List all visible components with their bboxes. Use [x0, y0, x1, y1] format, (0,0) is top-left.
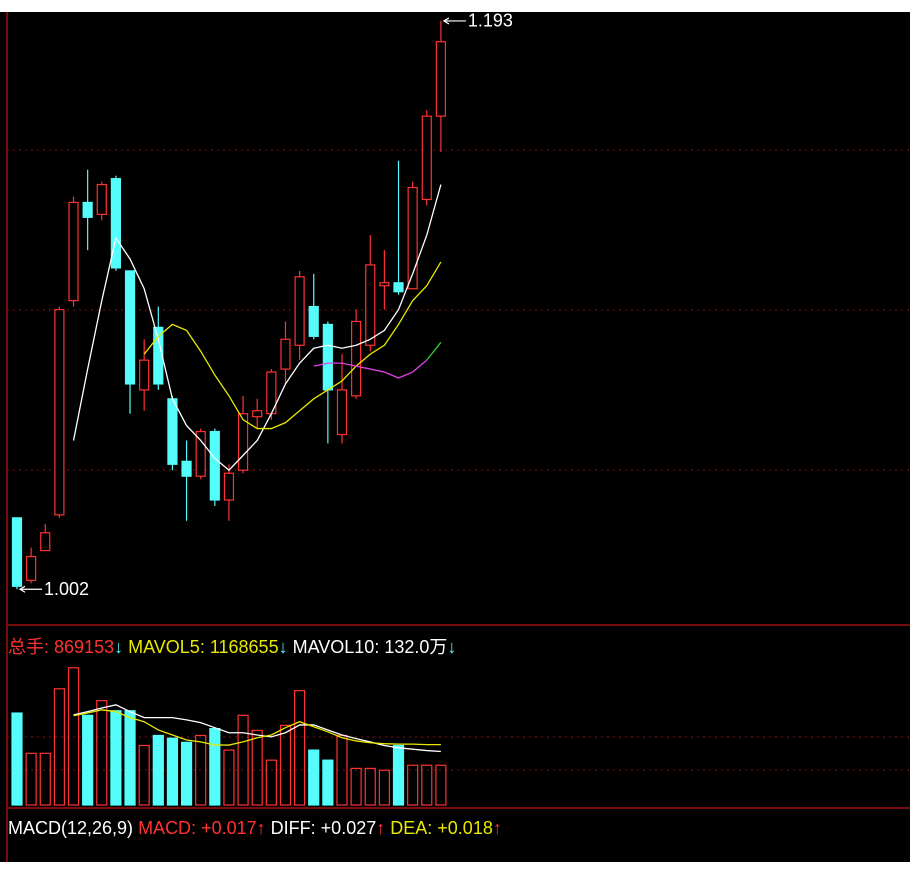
volume-bar: [251, 729, 263, 806]
volume-bar: [223, 749, 235, 806]
candle-body: [435, 41, 446, 117]
volume-bar: [294, 690, 306, 806]
volume-bar: [138, 744, 150, 806]
candle-body: [40, 532, 51, 552]
candle-body: [139, 359, 150, 391]
candle-body: [68, 201, 79, 302]
volume-bar: [82, 714, 94, 806]
candle-body: [209, 430, 220, 501]
volume-bar: [308, 749, 320, 806]
volume-bar: [322, 759, 334, 806]
legend-arrow: ↑: [257, 818, 266, 838]
volume-bar: [124, 710, 136, 806]
moving-average: [143, 261, 442, 430]
volume-bar: [364, 767, 376, 806]
volume-bar: [279, 724, 292, 806]
legend-label: MACD:: [138, 818, 196, 838]
volume-bar: [195, 734, 207, 806]
legend-value: 1168655: [210, 637, 279, 657]
legend-arrow: ↑: [493, 818, 502, 838]
background: [0, 12, 910, 862]
volume-bar: [96, 700, 108, 806]
moving-average: [313, 359, 428, 379]
candle-body: [96, 183, 107, 215]
candle-body: [82, 201, 93, 218]
volume-bar: [265, 759, 277, 806]
candle-body: [393, 282, 404, 293]
legend-arrow: ↑: [376, 818, 385, 838]
candle-body: [308, 305, 319, 337]
legend-arrow: ↓: [114, 637, 123, 657]
candle-body: [110, 178, 122, 269]
legend-arrow: ↓: [279, 637, 288, 657]
candle-body: [237, 413, 249, 471]
legend-label: 总手:: [8, 637, 49, 657]
volume-average: [73, 709, 441, 746]
candle-body: [365, 264, 376, 346]
legend-value: +0.027: [321, 818, 377, 838]
volume-bar: [166, 737, 179, 806]
candle-body: [280, 338, 291, 370]
legend-value: 869153: [54, 637, 114, 657]
volume-bar: [152, 734, 164, 806]
candle-body: [223, 472, 235, 501]
volume-bar: [209, 727, 221, 806]
candle-body: [294, 276, 305, 346]
volume-bar: [39, 752, 51, 806]
volume-bar: [180, 741, 193, 806]
legend-arrow: ↓: [447, 637, 456, 657]
annotation-arrow: [18, 585, 42, 593]
candle-body: [26, 555, 37, 581]
volume-bar: [110, 710, 122, 806]
candle-body: [421, 115, 432, 201]
volume-bar: [53, 688, 65, 806]
volume-bar: [237, 714, 249, 806]
candle-body: [379, 282, 390, 287]
macd-legend: MACD(12,26,9) MACD: +0.017↑ DIFF: +0.027…: [8, 818, 502, 838]
legend-value: +0.017: [201, 818, 257, 838]
candle-body: [322, 323, 333, 391]
volume-legend: 总手: 869153↓ MAVOL5: 1168655↓ MAVOL10: 13…: [8, 637, 456, 657]
annotation-arrow: [442, 17, 466, 25]
volume-bar: [378, 769, 390, 806]
candle-body: [351, 320, 362, 397]
annotation-label: 1.193: [468, 11, 513, 31]
candle-body: [181, 460, 192, 477]
legend-label: MAVOL10:: [293, 637, 380, 657]
moving-average: [72, 184, 442, 472]
volume-bar: [421, 764, 433, 806]
legend-value: 132.0万: [384, 637, 447, 657]
candle-body: [124, 270, 136, 385]
moving-average: [426, 341, 442, 361]
volume-bar: [350, 767, 362, 806]
volume-average: [73, 704, 441, 753]
candle-body: [252, 410, 263, 418]
annotation-label: 1.002: [44, 579, 89, 599]
candle-body: [195, 430, 206, 477]
legend-value: +0.018: [437, 818, 493, 838]
volume-bar: [435, 764, 447, 806]
candle-body: [336, 389, 348, 436]
volume-bar: [11, 712, 23, 806]
indicator-title: MACD(12,26,9): [8, 818, 133, 838]
candle-body: [11, 517, 23, 587]
volume-bar: [25, 752, 37, 806]
legend-label: DEA:: [390, 818, 432, 838]
candle-body: [54, 308, 65, 516]
volume-bar: [407, 764, 419, 806]
legend-label: MAVOL5:: [128, 637, 205, 657]
volume-bar: [392, 744, 405, 806]
candle-body: [407, 186, 418, 290]
candle-body: [167, 398, 178, 465]
volume-bar: [67, 667, 80, 806]
legend-label: DIFF:: [271, 818, 316, 838]
